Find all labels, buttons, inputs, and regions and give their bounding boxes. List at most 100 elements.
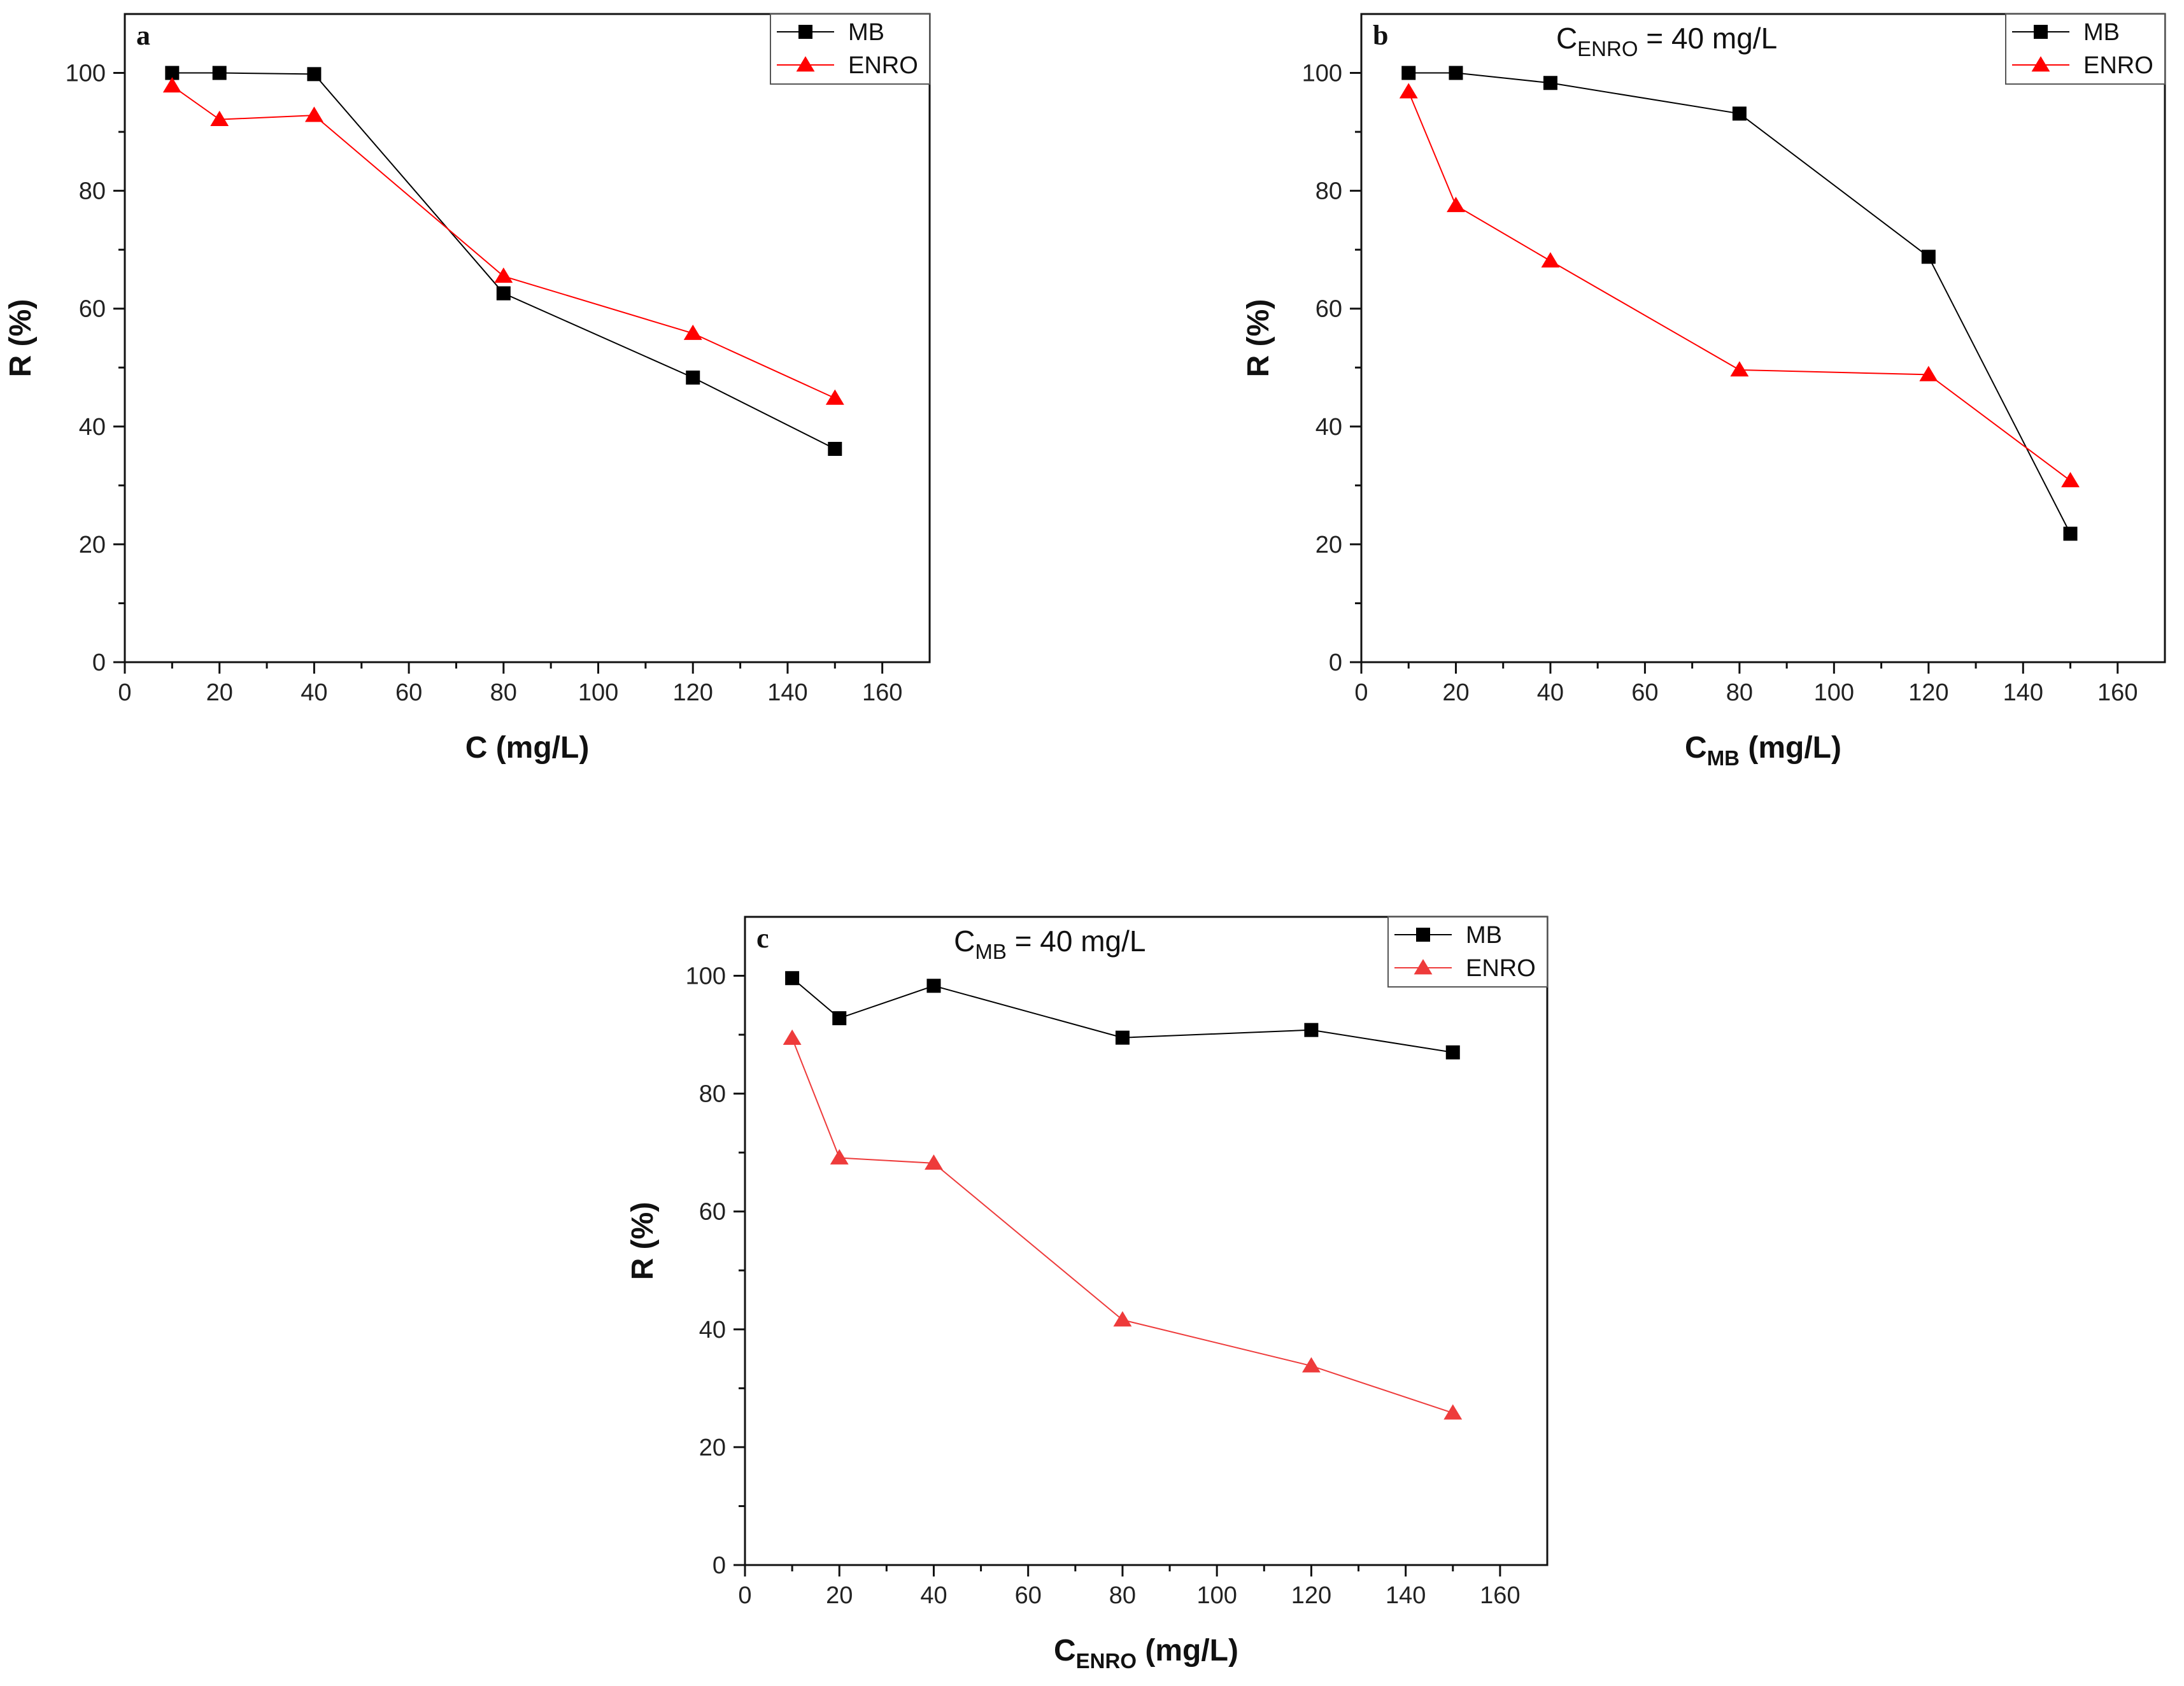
x-tick-label: 120 (673, 679, 713, 706)
data-point (2061, 472, 2080, 488)
series-line (171, 85, 835, 399)
y-tick-label: 0 (713, 1552, 726, 1579)
legend: MB ENRO (2005, 13, 2166, 85)
x-tick-label: 160 (862, 679, 902, 706)
data-point (165, 66, 180, 80)
data-point (2063, 527, 2078, 541)
legend-box (2005, 13, 2166, 85)
data-point (830, 1149, 849, 1165)
data-point (1447, 197, 1465, 213)
data-point (307, 67, 322, 81)
data-point (496, 286, 511, 301)
annotation: CMB = 40 mg/L (954, 924, 1145, 963)
data-point (925, 1154, 943, 1170)
y-tick-label: 0 (92, 649, 106, 676)
data-point (1399, 83, 1418, 99)
plot-frame (1360, 13, 2166, 663)
x-axis-title: CENRO (mg/L) (1054, 1634, 1238, 1673)
data-point (1304, 1023, 1319, 1037)
label-suffix: = 40 mg/L (1638, 22, 1778, 55)
y-tick-label: 40 (1315, 414, 1342, 441)
x-tick-label: 80 (1109, 1582, 1136, 1609)
data-point (1449, 66, 1463, 80)
x-tick-label: 160 (2097, 679, 2138, 706)
data-point (683, 324, 702, 340)
data-point (1401, 66, 1416, 80)
data-point (304, 106, 323, 122)
y-tick-label: 60 (1315, 296, 1342, 323)
label-suffix: = 40 mg/L (1007, 924, 1146, 958)
panel-letter: c (756, 923, 769, 954)
label-subscript: ENRO (1076, 1649, 1137, 1673)
data-point (1921, 250, 1936, 264)
legend-label: MB (1466, 922, 1502, 949)
x-tick-label: 140 (2003, 679, 2043, 706)
x-tick-label: 0 (1354, 679, 1368, 706)
x-tick-label: 140 (767, 679, 807, 706)
chart-panel-a: 0 20 40 60 80 100 120 140 160 0 20 40 60 80 100 C (mg/L… (4, 13, 931, 765)
y-tick-label: 20 (1315, 532, 1342, 558)
data-point (494, 267, 513, 283)
x-tick-label: 80 (490, 679, 517, 706)
legend-marker (2034, 25, 2048, 39)
y-tick-label: 100 (1302, 60, 1342, 87)
series-mb (785, 971, 1460, 1059)
data-point (212, 66, 227, 80)
x-tick-label: 40 (301, 679, 327, 706)
y-tick-label: 0 (1329, 649, 1342, 676)
y-tick-label: 80 (1315, 178, 1342, 205)
panel-letter: a (136, 20, 150, 51)
x-tick-label: 20 (826, 1582, 853, 1609)
y-axis-title: R (%) (1242, 299, 1275, 378)
legend-marker (1416, 928, 1430, 942)
series-line (1408, 72, 2071, 534)
label-main: C (954, 924, 975, 958)
legend-marker (798, 25, 812, 39)
y-tick-label: 40 (699, 1317, 726, 1343)
annotation: CENRO = 40 mg/L (1556, 22, 1777, 60)
data-point (162, 77, 181, 93)
x-axis-title: C (mg/L) (465, 731, 590, 765)
data-point (1113, 1311, 1132, 1327)
label-main: C (1054, 1634, 1076, 1668)
label-subscript: ENRO (1577, 37, 1638, 60)
series-mb (1401, 66, 2078, 541)
data-point (1732, 106, 1747, 121)
legend-label: ENRO (848, 52, 918, 79)
data-point (1541, 252, 1560, 268)
y-tick-label: 60 (699, 1199, 726, 1226)
legend-label: MB (2083, 19, 2120, 46)
y-tick-label: 100 (686, 963, 726, 990)
x-tick-label: 120 (1908, 679, 1948, 706)
x-tick-label: 0 (118, 679, 131, 706)
data-point (1543, 76, 1557, 90)
data-point (832, 1011, 847, 1026)
x-tick-label: 60 (395, 679, 422, 706)
data-point (1115, 1030, 1130, 1045)
legend-label: ENRO (2083, 52, 2153, 79)
series-enro (783, 1029, 1463, 1420)
label-suffix: (mg/L) (1137, 1634, 1238, 1668)
x-tick-label: 60 (1631, 679, 1658, 706)
label-main: C (mg/L) (465, 731, 590, 765)
legend-box (770, 13, 930, 85)
x-tick-label: 60 (1015, 1582, 1042, 1609)
data-point (1730, 361, 1749, 377)
x-tick-label: 100 (1196, 1582, 1237, 1609)
panel-letter: b (1373, 20, 1388, 51)
data-point (783, 1029, 802, 1045)
x-tick-label: 20 (1442, 679, 1469, 706)
data-point (825, 389, 844, 405)
x-tick-label: 100 (578, 679, 618, 706)
legend-marker (1414, 959, 1433, 975)
y-axis-title: R (%) (4, 299, 38, 378)
y-tick-label: 40 (79, 414, 106, 441)
x-tick-label: 120 (1291, 1582, 1331, 1609)
x-tick-label: 20 (206, 679, 233, 706)
data-point (1445, 1045, 1460, 1059)
data-point (1443, 1404, 1463, 1420)
label-main: C (1556, 22, 1577, 55)
data-point (926, 979, 941, 993)
